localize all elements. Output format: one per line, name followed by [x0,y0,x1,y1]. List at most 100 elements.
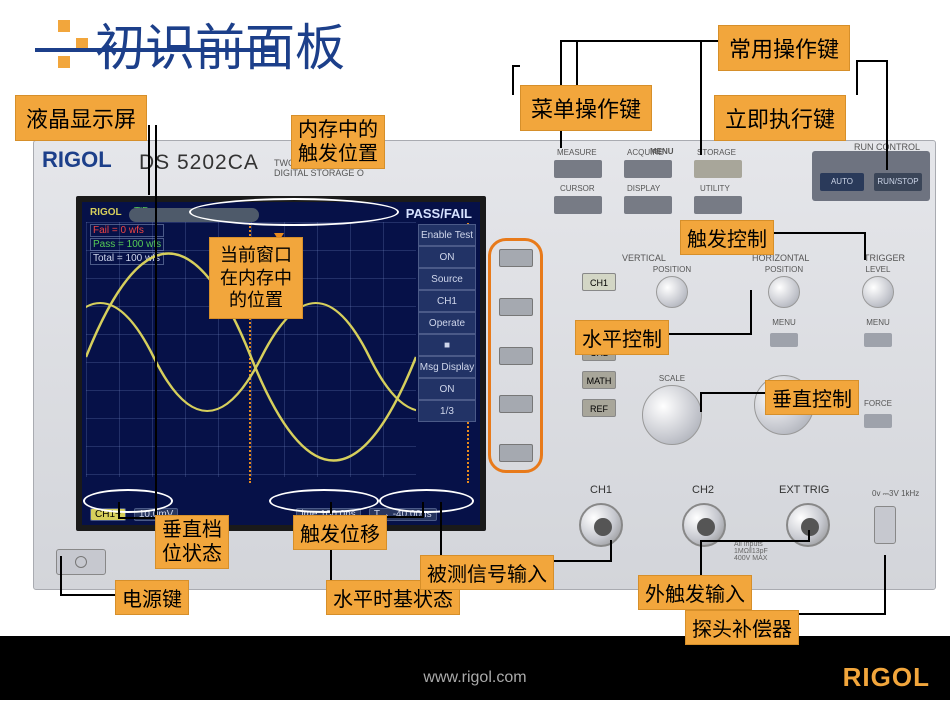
bnc-ch2-label: CH2 [692,484,714,496]
run-control-panel: AUTO RUN/STOP [812,151,930,201]
t-menu-label: MENU [866,318,890,327]
label-sig-in: 被测信号输入 [420,555,554,590]
lcd-brand: RIGOL [90,207,122,218]
measure-button[interactable] [554,160,602,178]
storage-button[interactable] [694,160,742,178]
vertical-title: VERTICAL [622,253,666,263]
lead-ext-v [700,540,702,578]
lead-probe-v [884,555,886,613]
footer-brand: RIGOL [843,655,930,700]
lead-common-h [700,40,718,42]
run-stop-button[interactable]: RUN/STOP [874,173,922,191]
probe-comp[interactable] [874,506,896,544]
window-position-callout: 当前窗口在内存中的位置 [209,237,303,319]
t-force-button[interactable] [864,414,892,428]
menu-page: 1/3 [418,400,476,422]
lead-trig-v [864,232,866,260]
menu-source: Source [418,268,476,290]
acquire-button[interactable] [624,160,672,178]
lead-trig-h [770,232,865,234]
trigger-title: TRIGGER [864,253,905,263]
label-vert-scale: 垂直档位状态 [155,515,229,569]
window-pos-1: 当前窗口 [220,245,292,265]
display-label: DISPLAY [627,184,660,193]
lead-vscale-h [118,517,156,519]
ellipse-tbase [269,489,379,513]
label-trigger-mem: 内存中的触发位置 [291,115,385,169]
bnc-ext-label: EXT TRIG [779,484,829,496]
lead-sig-v [440,502,442,558]
lead-vert-v [700,392,702,412]
bnc-ch1-label: CH1 [590,484,612,496]
vs1: 垂直档 [162,518,222,542]
h-position-label: POSITION [765,265,803,274]
soft-button-3[interactable] [499,347,533,365]
t-force-label: FORCE [864,399,892,408]
slide-title: 初识前面板 [95,8,345,80]
menu-on2: ON [418,378,476,400]
lead-exec-v [856,60,858,95]
utility-button[interactable] [694,196,742,214]
label-trig-offset: 触发位移 [293,515,387,550]
lead-power-h [60,594,115,596]
lead-tbase3 [330,545,332,581]
inputs-caution: All Inputs1MΩ‖13pF400V MAX [734,541,768,562]
auto-button[interactable]: AUTO [820,173,864,191]
lead-toff-h [386,516,424,518]
lead-menu-v [512,65,514,95]
soft-button-1[interactable] [499,249,533,267]
t-level-knob[interactable] [862,276,894,308]
measure-label: MEASURE [557,148,597,157]
lcd-softmenu: Enable Test ON Source CH1 Operate ■ Msg … [418,224,476,422]
label-menu-keys: 菜单操作键 [520,85,652,131]
lead-probe-h [790,613,886,615]
utility-label: UTILITY [700,184,730,193]
lead-menu-h [512,65,520,67]
h-menu-button[interactable] [770,333,798,347]
menu-sym: ■ [418,334,476,356]
math-button[interactable]: MATH [582,371,616,389]
lead-tbase [330,502,332,514]
display-button[interactable] [624,196,672,214]
lead-ext-v2 [808,530,810,542]
lead-power-v [60,556,62,596]
ref-button[interactable]: REF [582,399,616,417]
acquire-label: ACQUIRE [627,148,663,157]
lead-lcd [148,125,150,195]
v-position-knob[interactable] [656,276,688,308]
power-button[interactable] [56,549,106,575]
cursor-button[interactable] [554,196,602,214]
label-horiz-ctrl: 水平控制 [575,320,669,355]
label-lcd: 液晶显示屏 [15,95,147,141]
vs2: 位状态 [162,542,222,566]
menu-operate: Operate [418,312,476,334]
ch1-button[interactable]: CH1 [582,273,616,291]
v-position-label: POSITION [653,265,691,274]
soft-button-2[interactable] [499,298,533,316]
brand: RIGOL [42,147,112,173]
soft-button-5[interactable] [499,444,533,462]
lead-sig-h [552,560,612,562]
lead-exec-h [856,60,886,62]
lead-vscale [118,502,120,517]
lead-horiz-h [660,333,750,335]
lead-vert-h [700,392,766,394]
label-exec-keys: 立即执行键 [714,95,846,141]
label-trig-ctrl: 触发控制 [680,220,774,255]
menu-msg: Msg Display [418,356,476,378]
v-scale-knob[interactable] [642,385,702,445]
soft-button-4[interactable] [499,395,533,413]
storage-label: STORAGE [697,148,736,157]
menu-enable: Enable Test [418,224,476,246]
h-position-knob[interactable] [768,276,800,308]
h-menu-label: MENU [772,318,796,327]
t-menu-button[interactable] [864,333,892,347]
tm1: 内存中的 [298,118,378,142]
bnc-ch1[interactable] [579,503,623,547]
t-level-label: LEVEL [866,265,891,274]
lead-horiz-v [750,290,752,335]
lead-common-h2 [560,40,702,42]
v-scale-label: SCALE [659,374,685,383]
lead-common-v [700,40,702,155]
footer: www.rigol.com RIGOL [0,655,950,700]
